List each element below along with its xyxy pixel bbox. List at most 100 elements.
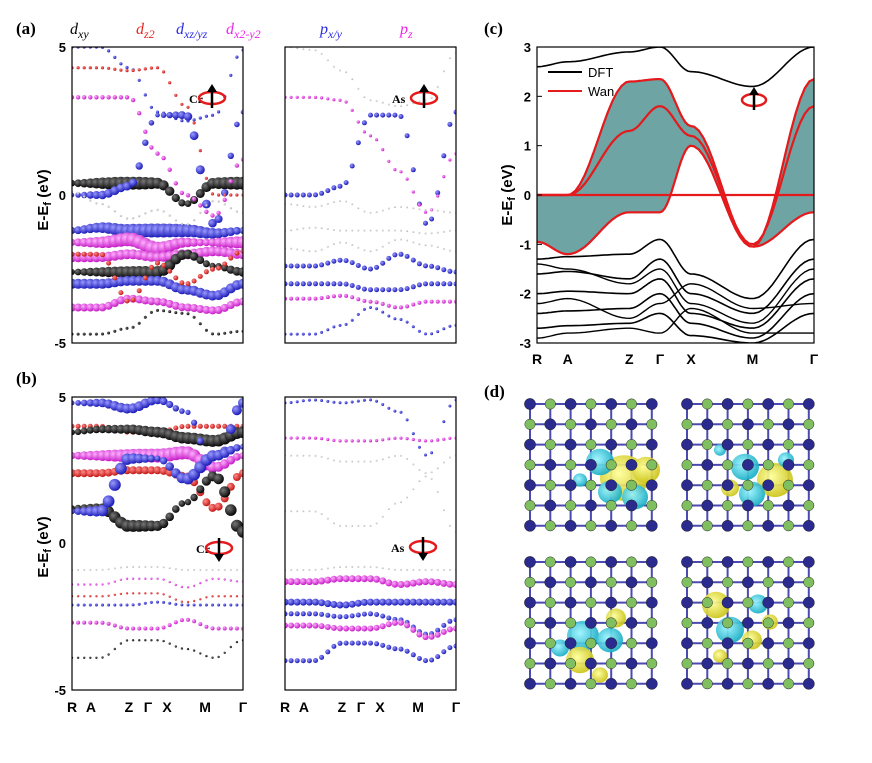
fatB2-pt-2-10 <box>345 460 348 463</box>
legend-dxz: dxz/yz <box>176 21 208 41</box>
fatA2-pt-2-19 <box>399 170 403 174</box>
atom-green <box>524 658 536 669</box>
fatB1-pt-4-23 <box>208 503 217 512</box>
fatA1-pt-0-6 <box>107 49 111 53</box>
fatB2-pt-6-16 <box>379 598 387 606</box>
fatA1-pt-12-4 <box>93 251 99 257</box>
fatA2-pt-0-11 <box>351 78 354 81</box>
fatB1-pt-8-27 <box>235 580 239 583</box>
fatA2-pt-8-21 <box>411 325 415 329</box>
fatA2-pt-0-22 <box>418 100 421 103</box>
fatA1-pt-13-12 <box>144 212 147 215</box>
fatA1-pt-11-15 <box>162 309 166 313</box>
fatA2-pt-1-2 <box>294 192 300 198</box>
atom-green <box>803 576 815 588</box>
fatA1-pt-12-27 <box>234 250 240 256</box>
panel-d-wannier <box>524 398 815 690</box>
atom-blue <box>802 677 815 690</box>
fatA1-pt-10-13 <box>147 297 156 306</box>
fatB2-pt-0-2 <box>295 400 299 404</box>
fatB1-pt-9-26 <box>229 595 232 598</box>
fatB2-pt-2-26 <box>442 461 445 464</box>
fatB1-pt-7-2 <box>83 568 86 571</box>
fatB1-pt-12-3 <box>89 656 92 659</box>
fatB1-pt-12-22 <box>205 654 208 658</box>
fatB2-pt-6-15 <box>373 598 381 606</box>
fatA2-pt-7-16 <box>380 301 385 306</box>
fatA1-pt-11-14 <box>156 308 159 312</box>
fatB2-pt-5-9 <box>336 575 344 583</box>
fatB1-pt-8-6 <box>107 582 110 585</box>
fatA2-pt-9-14 <box>369 250 372 253</box>
fatB1-pt-10-8 <box>119 603 123 607</box>
fatB2-pt-6-6 <box>318 599 326 607</box>
fatA2-pt-8-15 <box>375 307 379 311</box>
fatB1-pt-11-20 <box>192 619 197 624</box>
fatB2-pt-4-27 <box>448 568 451 571</box>
fatA1-pt-3-19 <box>185 193 191 198</box>
fatA2-pt-4-1 <box>290 229 293 232</box>
fatB1-pt-10-17 <box>174 602 178 606</box>
fatB1-pt-6-11 <box>134 453 145 464</box>
atom-blue <box>524 677 536 690</box>
fatB2-pt-4-3 <box>302 568 305 571</box>
fatA2-pt-8-26 <box>442 327 446 331</box>
fatA2-pt-9-15 <box>375 248 378 251</box>
atom-green <box>646 617 658 629</box>
fatB2-pt-0-12 <box>356 399 360 403</box>
fatB2-pt-5-24 <box>428 578 436 586</box>
fatB2-pt-0-24 <box>430 451 434 455</box>
fatA2-pt-2-7 <box>326 97 330 101</box>
fatA2-pt-2-23 <box>423 210 428 214</box>
fatB2-pt-3-7 <box>326 517 329 520</box>
fatA1-pt-10-18 <box>177 303 186 312</box>
fatA2-pt-4-27 <box>448 229 451 232</box>
k-label-0-3: Γ <box>144 699 153 715</box>
fatA2-pt-6-24 <box>429 281 435 287</box>
fatB2-pt-4-23 <box>424 568 427 571</box>
atom-green <box>783 637 794 649</box>
fatB1-pt-10-1 <box>76 603 80 607</box>
fatA2-pt-5-25 <box>435 265 441 271</box>
atom-green <box>783 398 794 410</box>
fatB2-pt-3-14 <box>369 524 372 527</box>
fatB2-pt-1-21 <box>411 437 415 442</box>
fatB1-pt-6-12 <box>141 454 150 463</box>
fatA2-pt-1-13 <box>361 120 367 126</box>
fatB1-pt-12-17 <box>174 645 177 648</box>
fatA2-pt-6-28 <box>453 281 456 287</box>
fatA2-pt-0-5 <box>314 49 317 52</box>
atom-green <box>565 658 577 669</box>
fatB2-pt-2-6 <box>320 455 323 458</box>
fatB2-pt-0-14 <box>369 398 372 402</box>
wan-line-2 <box>537 144 814 256</box>
fatB2-pt-8-1 <box>288 622 295 629</box>
fatA1-pt-6-28 <box>236 236 243 249</box>
fatA2-pt-1-7 <box>325 188 331 194</box>
atom-blue <box>802 556 815 568</box>
fatA1-pt-12-14 <box>155 260 160 266</box>
fatA1-pt-11-9 <box>125 326 129 330</box>
fatB1-pt-7-21 <box>199 568 202 571</box>
fatB2-pt-9-26 <box>441 649 447 655</box>
k-label-1-4: X <box>375 699 385 715</box>
fat-bands-a-cr <box>72 47 243 336</box>
fatA1-pt-13-16 <box>168 214 171 217</box>
fatB2-pt-9-23 <box>423 658 428 664</box>
fatA2-pt-7-24 <box>429 299 434 304</box>
fatB2-pt-0-27 <box>448 404 452 408</box>
atom-blue <box>645 556 658 568</box>
legend-p-orbitals: px/y pz <box>319 21 413 41</box>
fatA2-pt-1-27 <box>447 121 453 127</box>
fatA1-pt-8-1 <box>74 268 82 276</box>
fatB1-pt-10-2 <box>82 603 86 607</box>
fatB2-pt-0-4 <box>307 398 311 402</box>
fatA1-pt-3-10 <box>130 97 136 103</box>
fatB2-pt-5-22 <box>415 578 423 586</box>
fatA2-pt-3-1 <box>290 203 293 206</box>
fatB1-pt-9-5 <box>101 595 104 598</box>
fatA2-pt-6-11 <box>349 283 355 288</box>
atom-green <box>762 500 774 511</box>
fatB2-pt-8-26 <box>440 628 447 635</box>
fatA1-pt-0-13 <box>149 105 153 109</box>
